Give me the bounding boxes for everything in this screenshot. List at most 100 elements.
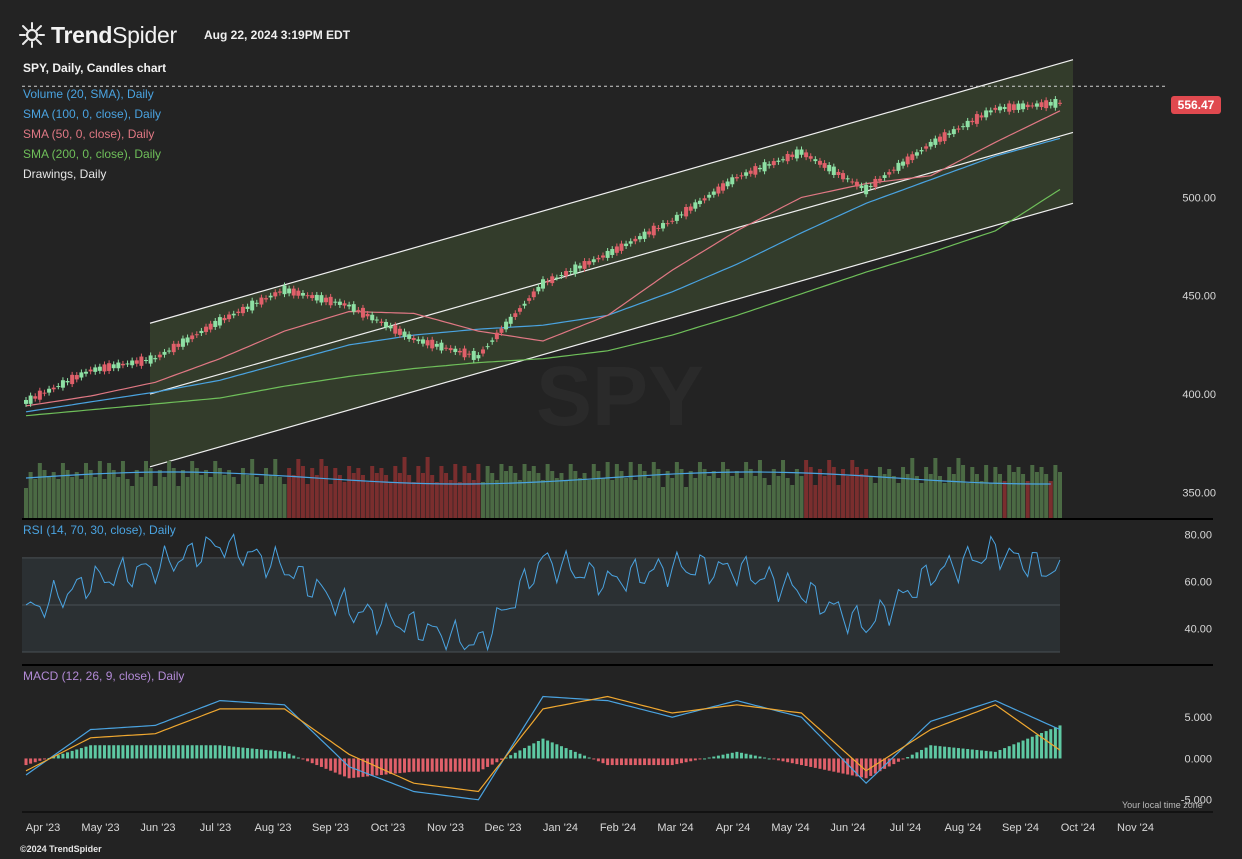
candle-body bbox=[707, 194, 712, 198]
legend-sma100[interactable]: SMA (100, 0, close), Daily bbox=[23, 107, 162, 121]
volume-bar bbox=[739, 478, 744, 518]
macd-histogram-bar bbox=[679, 758, 683, 764]
macd-histogram-bar bbox=[758, 756, 762, 759]
price-axis-tick: 350.00 bbox=[1182, 487, 1216, 499]
macd-histogram-bar bbox=[707, 757, 711, 759]
macd-histogram-bar bbox=[292, 755, 296, 759]
volume-bar bbox=[661, 487, 666, 518]
volume-bar bbox=[388, 482, 393, 518]
candle-body bbox=[661, 223, 666, 229]
macd-histogram-bar bbox=[306, 758, 310, 762]
candle-body bbox=[882, 175, 887, 178]
candle-body bbox=[388, 325, 393, 329]
macd-histogram-bar bbox=[956, 748, 960, 759]
macd-histogram-bar bbox=[407, 758, 411, 773]
macd-histogram-bar bbox=[56, 755, 60, 759]
macd-histogram-bar bbox=[250, 748, 254, 759]
macd-histogram-bar bbox=[823, 758, 827, 770]
volume-bar bbox=[116, 477, 121, 518]
macd-histogram-bar bbox=[283, 751, 286, 759]
legend-drawings[interactable]: Drawings, Daily bbox=[23, 167, 107, 181]
macd-histogram-bar bbox=[481, 758, 485, 770]
volume-bar bbox=[416, 466, 421, 518]
volume-bar bbox=[125, 479, 130, 518]
macd-histogram-bar bbox=[499, 758, 503, 760]
macd-histogram-bar bbox=[587, 757, 591, 759]
macd-histogram-bar bbox=[476, 758, 480, 772]
candle-body bbox=[453, 348, 458, 353]
macd-histogram-bar bbox=[33, 758, 37, 763]
candle-body bbox=[28, 395, 33, 404]
candle-body bbox=[1039, 102, 1044, 108]
volume-bar bbox=[236, 484, 241, 518]
legend-macd[interactable]: MACD (12, 26, 9, close), Daily bbox=[23, 669, 185, 683]
volume-bar bbox=[227, 470, 232, 518]
macd-histogram-bar bbox=[541, 738, 545, 759]
macd-histogram-bar bbox=[204, 745, 208, 759]
candle-body bbox=[527, 298, 532, 301]
macd-histogram-bar bbox=[703, 758, 707, 760]
macd-histogram-bar bbox=[278, 751, 282, 759]
macd-histogram-bar bbox=[753, 755, 757, 759]
macd-histogram-bar bbox=[218, 745, 222, 759]
candle-body bbox=[919, 150, 924, 152]
volume-bar bbox=[970, 467, 975, 518]
candle-body bbox=[573, 264, 578, 274]
volume-bar bbox=[467, 473, 472, 518]
candle-body bbox=[1016, 103, 1021, 110]
macd-histogram-bar bbox=[232, 746, 236, 759]
candle-body bbox=[517, 308, 522, 312]
macd-signal-line bbox=[25, 695, 1061, 793]
macd-histogram-bar bbox=[767, 758, 771, 760]
last-price-badge: 556.47 bbox=[1171, 96, 1221, 114]
candle-body bbox=[624, 243, 629, 247]
local-time-zone-label[interactable]: Your local time zone bbox=[1122, 800, 1203, 810]
legend-symbol-title[interactable]: SPY, Daily, Candles chart bbox=[23, 61, 167, 75]
legend-sma200[interactable]: SMA (200, 0, close), Daily bbox=[23, 147, 162, 161]
macd-histogram-bar bbox=[813, 758, 817, 768]
legend-rsi[interactable]: RSI (14, 70, 30, close), Daily bbox=[23, 523, 176, 537]
candle-body bbox=[462, 348, 467, 358]
volume-bar bbox=[65, 470, 70, 518]
macd-histogram-bar bbox=[356, 758, 360, 778]
candle-body bbox=[185, 337, 190, 343]
candle-body bbox=[180, 338, 185, 347]
candle-body bbox=[642, 231, 647, 239]
macd-histogram-bar bbox=[781, 758, 785, 762]
price-axis-tick: 450.00 bbox=[1182, 291, 1216, 303]
macd-axis-tick: 5.000 bbox=[1184, 712, 1212, 724]
legend-volume[interactable]: Volume (20, SMA), Daily bbox=[23, 87, 154, 101]
volume-bar bbox=[633, 480, 638, 518]
time-axis-tick: May '23 bbox=[81, 822, 119, 834]
macd-histogram-bar bbox=[255, 749, 259, 759]
volume-bar bbox=[356, 468, 361, 518]
volume-bar bbox=[924, 467, 929, 518]
macd-histogram-bar bbox=[633, 758, 637, 766]
candle-body bbox=[333, 301, 338, 303]
legend-sma50[interactable]: SMA (50, 0, close), Daily bbox=[23, 127, 155, 141]
candle-body bbox=[697, 200, 702, 205]
volume-bar bbox=[24, 488, 28, 518]
volume-bar bbox=[448, 480, 453, 518]
candle-body bbox=[347, 304, 352, 307]
candle-body bbox=[785, 153, 790, 162]
candle-body bbox=[942, 132, 947, 142]
candle-body bbox=[610, 249, 615, 255]
volume-bar bbox=[684, 487, 689, 518]
sma50-line bbox=[25, 110, 1061, 407]
macd-histogram-bar bbox=[883, 758, 887, 769]
candle-body bbox=[748, 170, 753, 174]
macd-histogram-bar bbox=[273, 750, 277, 759]
macd-histogram-bar bbox=[149, 745, 153, 759]
macd-histogram-bar bbox=[384, 758, 388, 775]
candle-body bbox=[457, 350, 462, 353]
volume-bar bbox=[568, 464, 573, 518]
candle-body bbox=[684, 206, 689, 217]
macd-histogram-bar bbox=[656, 758, 660, 766]
macd-histogram-bar bbox=[952, 747, 956, 759]
volume-bar bbox=[300, 466, 305, 518]
macd-histogram-bar bbox=[89, 745, 93, 759]
macd-histogram-bar bbox=[1058, 725, 1062, 759]
macd-histogram-bar bbox=[486, 758, 490, 767]
